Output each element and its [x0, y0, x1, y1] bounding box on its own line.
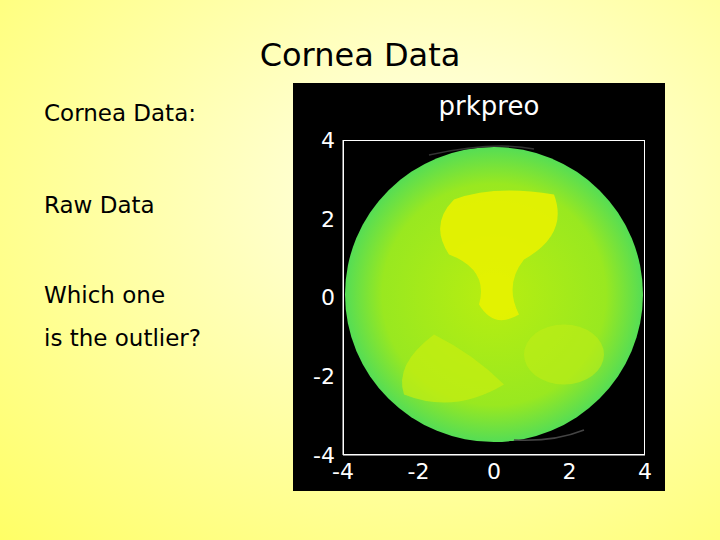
- html-text:is the outlier?: is the outlier?: [44, 325, 201, 351]
- svg-text:4: 4: [638, 459, 652, 484]
- svg-text:0: 0: [321, 285, 335, 310]
- svg-text:4: 4: [321, 128, 335, 153]
- html-text:Which one: Which one: [44, 282, 165, 308]
- svg-text:-4: -4: [313, 443, 335, 468]
- svg-text:-4: -4: [332, 459, 354, 484]
- html-text:Raw Data: Raw Data: [44, 192, 155, 218]
- html-text:Cornea Data: Cornea Data: [259, 36, 461, 74]
- svg-text:-2: -2: [313, 364, 335, 389]
- svg-text:-2: -2: [408, 459, 430, 484]
- html-text:Cornea Data:: Cornea Data:: [44, 100, 196, 126]
- html-text:prkpreo: prkpreo: [438, 91, 540, 121]
- svg-text:2: 2: [563, 459, 577, 484]
- svg-text:0: 0: [487, 459, 501, 484]
- svg-text:2: 2: [321, 207, 335, 232]
